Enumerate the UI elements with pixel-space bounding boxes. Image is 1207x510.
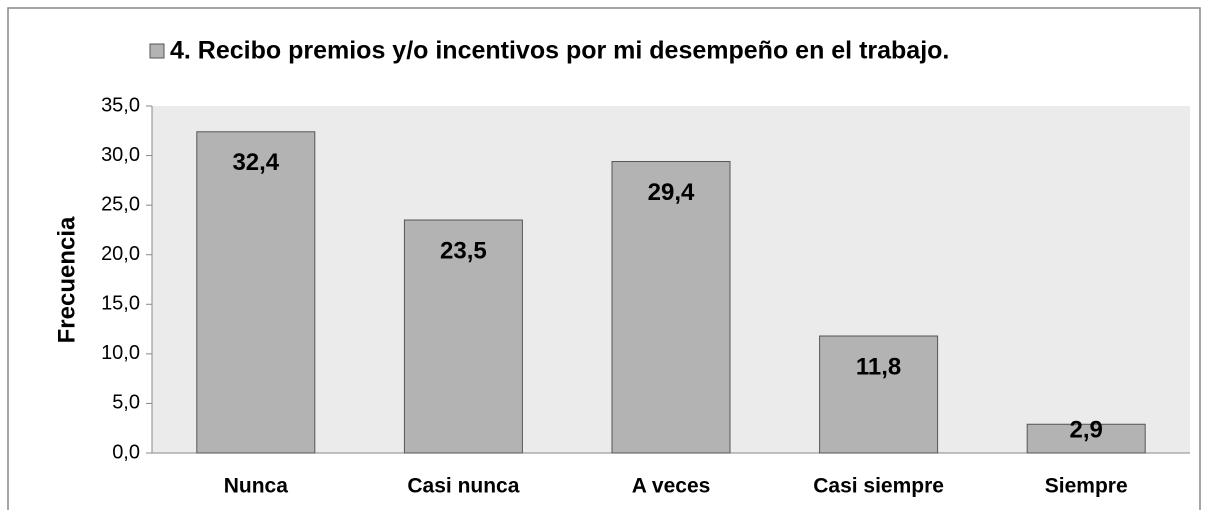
x-tick-label: Casi siempre: [813, 475, 944, 498]
y-tick-label: 10,0: [101, 342, 140, 364]
y-tick-label: 35,0: [101, 94, 140, 116]
bar: [196, 131, 316, 454]
y-tick-label: 20,0: [101, 243, 140, 265]
value-label: 2,9: [1070, 417, 1103, 444]
y-axis-label: Frecuencia: [53, 216, 80, 343]
x-tick-label: A veces: [632, 475, 711, 498]
value-label: 23,5: [440, 237, 487, 264]
bar: [819, 335, 939, 454]
value-label: 29,4: [648, 179, 695, 206]
bar: [611, 161, 731, 454]
value-label: 11,8: [856, 353, 901, 380]
y-tick-label: 5,0: [112, 392, 140, 414]
value-label: 32,4: [232, 149, 279, 176]
y-tick-label: 25,0: [101, 193, 140, 215]
x-tick-label: Casi nunca: [407, 475, 519, 498]
y-tick-label: 30,0: [101, 144, 140, 166]
legend-label: 4. Recibo premios y/o incentivos por mi …: [170, 37, 949, 65]
x-tick-label: Nunca: [224, 475, 289, 498]
legend-swatch: [149, 43, 165, 59]
y-tick-label: 0,0: [112, 441, 140, 463]
y-tick-label: 15,0: [101, 293, 140, 315]
chart-border: [7, 7, 1201, 510]
x-tick-label: Siempre: [1045, 475, 1128, 498]
bar: [1026, 423, 1146, 454]
bar: [403, 219, 523, 454]
